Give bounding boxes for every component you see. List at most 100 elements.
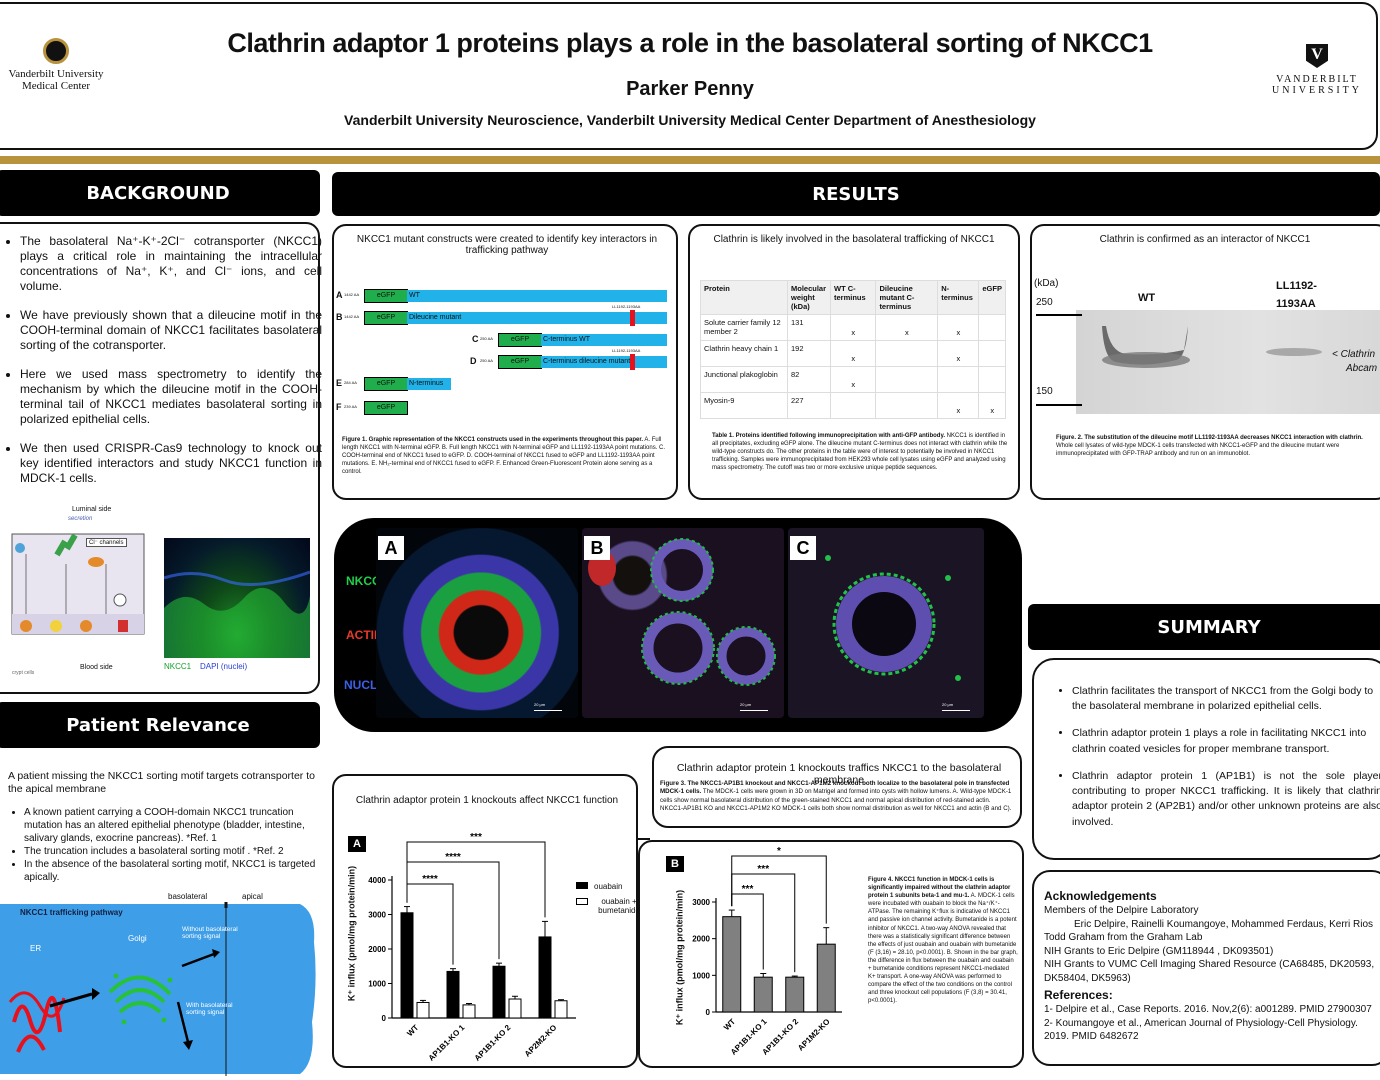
fig1-caption-bold: Figure 1. Graphic representation of the … bbox=[342, 437, 644, 443]
bar bbox=[508, 998, 522, 1019]
ref-line: 1- Delpire et al., Case Reports. 2016. N… bbox=[1044, 1004, 1372, 1016]
table-cell: 227 bbox=[787, 392, 831, 419]
construct-letter: B bbox=[336, 312, 343, 322]
fig3-caption-panel bbox=[652, 746, 1022, 828]
background-bullet: We then used CRISPR-Cas9 technology to k… bbox=[20, 441, 322, 486]
dapi-stain-label: DAPI (nuclei) bbox=[200, 662, 248, 671]
nkcc1-stain-label: NKCC1 bbox=[164, 662, 192, 671]
nkcc1-bar: C-terminus WT bbox=[541, 334, 667, 346]
fig1-title: NKCC1 mutant constructs were created to … bbox=[356, 234, 658, 256]
table-header: WT C-terminus bbox=[829, 280, 877, 315]
legend-bumetanide: ouabain + bumetanide bbox=[598, 896, 640, 915]
egfp-block: eGFP bbox=[364, 377, 408, 391]
background-heading: BACKGROUND bbox=[0, 170, 320, 216]
marker-150-line bbox=[1036, 404, 1082, 406]
table-cell: x bbox=[875, 314, 939, 341]
micrograph-c-label: C bbox=[790, 536, 816, 560]
fig4-caption-text: A. MDCK-1 cells were incubated with ouab… bbox=[868, 893, 1018, 1005]
clathrin-band-label-1: < Clathrin bbox=[1332, 349, 1376, 360]
egfp-block: eGFP bbox=[364, 311, 408, 325]
y-tick-label: 2000 bbox=[692, 935, 710, 944]
table1-caption: Table 1. Proteins identified following i… bbox=[712, 432, 1010, 472]
legend-ouabain: ouabain bbox=[594, 882, 623, 891]
x-tick-label: AP1B1-KO 2 bbox=[473, 1023, 513, 1063]
construct-aa: 250 AA bbox=[480, 336, 493, 341]
cl-channels-label: Cl⁻ channels bbox=[86, 538, 127, 547]
bar bbox=[416, 1001, 430, 1019]
table-header: eGFP bbox=[978, 280, 1006, 315]
scale-label: 20 μm bbox=[740, 702, 752, 707]
table-cell bbox=[978, 340, 1006, 367]
summary-panel bbox=[1032, 658, 1380, 860]
table-row: Solute carrier family 12 member 2 131 x … bbox=[700, 314, 1006, 341]
refs-heading: References: bbox=[1044, 988, 1113, 1003]
table-cell bbox=[829, 392, 877, 419]
table-cell: x bbox=[937, 340, 980, 367]
construct-aa: 239 AA bbox=[344, 404, 357, 409]
construct-aa: 250 AA bbox=[480, 358, 493, 363]
fig4-panel-left bbox=[332, 774, 638, 1068]
legend-swatch-bumetanide bbox=[576, 897, 588, 905]
lane-ll-label: LL1192- 1193AA bbox=[1276, 278, 1317, 313]
fig1-caption: Figure 1. Graphic representation of the … bbox=[342, 436, 666, 476]
poster-title: Clathrin adaptor 1 proteins plays a role… bbox=[227, 28, 1153, 58]
y-tick-label: 0 bbox=[706, 1008, 711, 1017]
background-bullet: The basolateral Na⁺-K⁺-2Cl⁻ cotransporte… bbox=[20, 234, 322, 294]
table-cell: x bbox=[937, 314, 980, 341]
trafficking-diagram: basolateral apical NKCC1 trafficking pat… bbox=[0, 890, 322, 1076]
vu-logo-line2: UNIVERSITY bbox=[1272, 85, 1362, 96]
with-signal-label: With basolateral sorting signal bbox=[186, 1002, 233, 1016]
construct-letter: E bbox=[336, 378, 343, 388]
table-cell bbox=[978, 314, 1006, 341]
patient-heading: Patient Relevance bbox=[0, 702, 320, 748]
table1-caption-text: NKCC1 is identified in all precipitates,… bbox=[712, 433, 1008, 472]
marker-250-line bbox=[1036, 314, 1082, 316]
poster-affiliation: Vanderbilt University Neuroscience, Vand… bbox=[344, 112, 1036, 128]
table-cell: x bbox=[829, 314, 877, 341]
secretion-label: secretion bbox=[68, 516, 93, 522]
x-tick-label: WT bbox=[722, 1017, 737, 1032]
scale-bar bbox=[740, 710, 768, 711]
vu-logo-line1: VANDERBILT bbox=[1276, 74, 1358, 85]
table-cell: Junctional plakoglobin bbox=[700, 366, 788, 393]
stain-actin-label: ACTIN bbox=[346, 628, 383, 642]
construct-diagram: A 1442 AA eGFP WT B 1442 AA eGFP Dileuci… bbox=[336, 286, 674, 418]
patient-bullet: In the absence of the basolateral sortin… bbox=[24, 858, 324, 884]
table-header: Protein bbox=[700, 280, 788, 315]
vu-shield-icon: V bbox=[1306, 44, 1328, 68]
significance-bracket bbox=[406, 883, 454, 965]
fig2-caption: Figure. 2. The substitution of the dileu… bbox=[1056, 434, 1374, 458]
chart-a-label: A bbox=[348, 836, 366, 852]
nkcc1-bar: Dileucine mutant bbox=[407, 312, 667, 324]
fig3-title: Clathrin adaptor protein 1 knockouts tra… bbox=[676, 762, 1002, 786]
summary-bullets: Clathrin facilitates the transport of NK… bbox=[1056, 684, 1380, 830]
gold-divider bbox=[0, 156, 1380, 164]
table-cell bbox=[875, 392, 939, 419]
table-cell: 82 bbox=[787, 366, 831, 393]
nkcc1-bar: WT bbox=[407, 290, 667, 302]
bar bbox=[554, 1000, 568, 1019]
epithelial-cell-diagram: Luminal side secretion Cl⁻ channels Bloo… bbox=[6, 504, 156, 682]
table-row: Junctional plakoglobin 82 x bbox=[700, 366, 1006, 393]
pathway-title: NKCC1 trafficking pathway bbox=[20, 908, 123, 917]
summary-bullet: Clathrin adaptor protein 1 plays a role … bbox=[1072, 726, 1380, 756]
y-tick-label: 0 bbox=[382, 1014, 387, 1023]
significance-label: *** bbox=[757, 864, 769, 875]
fig4-title: Clathrin adaptor protein 1 knockouts aff… bbox=[355, 795, 619, 806]
construct-letter: D bbox=[470, 356, 477, 366]
significance-label: **** bbox=[445, 852, 461, 863]
y-tick-label: 1000 bbox=[368, 980, 386, 989]
ack-line: NIH Grants to Eric Delpire (GM118944 , D… bbox=[1044, 945, 1274, 957]
construct-aa: 1442 AA bbox=[344, 292, 360, 297]
patient-intro: A patient missing the NKCC1 sorting moti… bbox=[8, 770, 315, 796]
fig2-caption-bold: Figure. 2. The substitution of the dileu… bbox=[1056, 435, 1363, 441]
ack-panel bbox=[1032, 870, 1380, 1066]
bar bbox=[492, 965, 506, 1019]
table-cell: Clathrin heavy chain 1 bbox=[700, 340, 788, 367]
table-header: Molecular weight (kDa) bbox=[787, 280, 831, 315]
fig2-title: Clathrin is confirmed as an interactor o… bbox=[1099, 234, 1311, 245]
chart-b-label: B bbox=[666, 856, 684, 872]
crypt-cells-label: crypt cells bbox=[12, 670, 35, 676]
summary-bullet: Clathrin adaptor protein 1 (AP1B1) is no… bbox=[1072, 769, 1380, 830]
